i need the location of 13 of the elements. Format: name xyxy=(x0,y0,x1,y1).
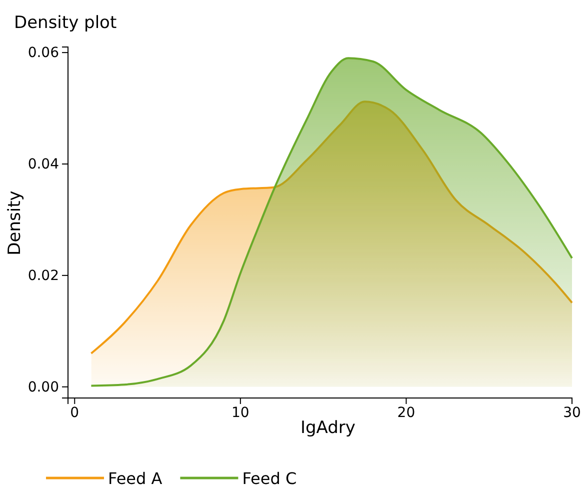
y-axis-title: Density xyxy=(5,190,25,256)
x-tick-label: 0 xyxy=(70,404,80,421)
y-tick-label: 0.00 xyxy=(28,379,59,396)
legend-label: Feed A xyxy=(108,469,162,488)
x-axis-title: IgAdry xyxy=(300,418,356,438)
x-tick-label: 10 xyxy=(232,404,250,421)
y-tick-label: 0.04 xyxy=(28,156,60,172)
x-tick-label: 30 xyxy=(563,404,581,421)
chart-title: Density plot xyxy=(14,13,117,33)
y-tick-label: 0.06 xyxy=(28,45,60,62)
y-tick-label: 0.02 xyxy=(28,268,59,284)
x-tick-label: 20 xyxy=(397,404,416,421)
legend-label: Feed C xyxy=(242,469,297,488)
